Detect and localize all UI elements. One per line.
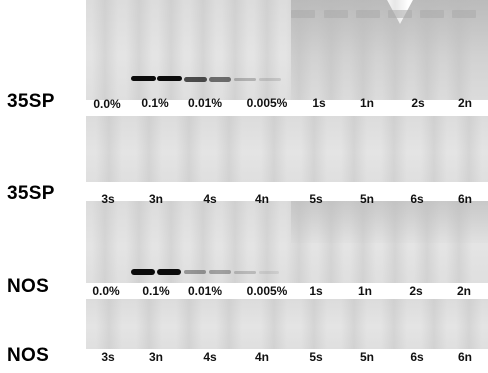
lane-label: 3n — [148, 192, 164, 206]
row-label-nos-top: NOS — [7, 276, 50, 297]
lane-label: 0.01% — [187, 96, 223, 110]
lane-label: 5n — [359, 192, 375, 206]
lane-label: 0.01% — [187, 284, 223, 298]
dna-band — [259, 78, 281, 81]
gel-dark-region — [291, 201, 488, 243]
lane-label: 5n — [359, 350, 375, 364]
lane-label: 2n — [457, 96, 473, 110]
lane-label: 6n — [457, 192, 473, 206]
lane-label: 3s — [101, 192, 115, 206]
lane-label: 4s — [203, 350, 217, 364]
gel-strip-3 — [86, 201, 488, 283]
lane-label: 0.1% — [141, 96, 169, 110]
lane-label: 0.1% — [142, 284, 170, 298]
lane-label: 4s — [203, 192, 217, 206]
lane-label: 0.0% — [93, 97, 121, 111]
dna-band — [209, 77, 231, 82]
lane-label: 5s — [309, 192, 323, 206]
row-label-35sp-top: 35SP — [7, 91, 55, 112]
dna-band — [259, 271, 279, 274]
gel-strip-4 — [86, 299, 488, 349]
lane-label: 3n — [148, 350, 164, 364]
gel-strip-2 — [86, 116, 488, 182]
dna-band — [157, 269, 181, 275]
lane-label: 4n — [254, 192, 270, 206]
dna-band — [234, 271, 256, 274]
lane-label: 3s — [101, 350, 115, 364]
lane-label: 6n — [457, 350, 473, 364]
dna-band — [184, 77, 207, 82]
dna-band — [157, 76, 182, 81]
row-label-nos-bottom: NOS — [7, 345, 50, 366]
lane-label: 1n — [359, 96, 375, 110]
lane-label: 2n — [456, 284, 472, 298]
dna-band — [234, 78, 256, 81]
lane-label: 1n — [357, 284, 373, 298]
lane-label: 0.005% — [246, 284, 288, 298]
lane-label: 1s — [309, 284, 323, 298]
lane-label: 6s — [410, 350, 424, 364]
row-label-35sp-bottom: 35SP — [7, 183, 55, 204]
dna-band — [184, 270, 206, 274]
lane-label: 1s — [312, 96, 326, 110]
dna-band — [209, 270, 231, 274]
lane-label: 2s — [411, 96, 425, 110]
lane-label: 5s — [309, 350, 323, 364]
lane-label: 4n — [254, 350, 270, 364]
lane-label: 2s — [409, 284, 423, 298]
dna-band — [131, 269, 155, 275]
lane-label: 0.0% — [92, 284, 120, 298]
gel-strip-1 — [86, 0, 488, 100]
lane-label: 6s — [410, 192, 424, 206]
lane-label: 0.005% — [246, 96, 288, 110]
dna-band — [131, 76, 156, 81]
